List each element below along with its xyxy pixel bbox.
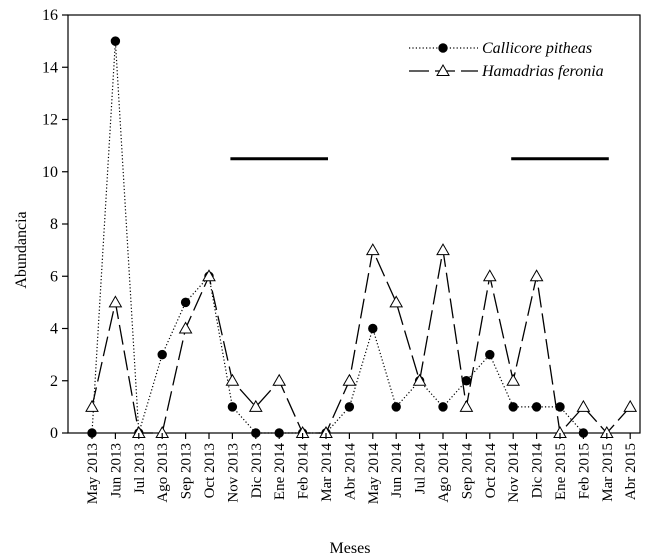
- series-markers: [85, 243, 638, 438]
- x-tick-label: Feb 2014: [296, 443, 312, 500]
- data-point: [248, 399, 263, 412]
- x-tick-label: Ene 2014: [272, 443, 288, 501]
- x-tick-label: Sep 2013: [179, 443, 195, 499]
- y-tick-label: 10: [42, 164, 58, 181]
- data-point: [202, 269, 216, 282]
- x-tick-label: Ago 2014: [436, 443, 452, 503]
- y-tick-label: 12: [42, 112, 58, 129]
- x-axis-label: Meses: [330, 540, 371, 557]
- y-tick-label: 0: [50, 425, 58, 442]
- data-point: [485, 349, 495, 360]
- data-point: [506, 373, 521, 386]
- data-point: [225, 373, 240, 386]
- data-point: [365, 243, 380, 256]
- x-tick-label: Dic 2013: [249, 443, 265, 498]
- data-point: [391, 402, 401, 412]
- y-tick-label: 16: [42, 7, 58, 24]
- y-tick-label: 2: [50, 373, 58, 390]
- data-point: [178, 321, 193, 334]
- y-tick-label: 8: [50, 216, 58, 233]
- data-point: [438, 402, 448, 412]
- x-tick-label: Abr 2015: [623, 443, 639, 500]
- x-tick-label: Ene 2015: [553, 443, 569, 500]
- data-point: [344, 402, 355, 412]
- data-point: [531, 402, 542, 412]
- data-point: [482, 269, 497, 282]
- series-layer: [85, 36, 638, 438]
- x-tick-label: Abr 2014: [342, 443, 358, 501]
- series-line: [91, 247, 631, 435]
- data-point: [227, 402, 238, 412]
- x-tick-label: Nov 2014: [506, 443, 522, 503]
- x-tick-label: May 2014: [366, 443, 382, 505]
- x-tick-label: Oct 2013: [202, 443, 218, 498]
- x-tick-label: May 2013: [85, 443, 101, 504]
- legend-label: Hamadrias feronia: [481, 63, 604, 80]
- x-tick-label: Jun 2013: [108, 443, 124, 498]
- series-line: [91, 41, 584, 434]
- data-point: [555, 402, 565, 412]
- x-tick-label: Feb 2015: [576, 443, 592, 499]
- x-tick-label: Mar 2014: [319, 443, 335, 502]
- y-axis-label: Abundancia: [13, 211, 30, 288]
- x-tick-label: Jul 2013: [132, 443, 148, 494]
- x-axis: May 2013 Jun 2013 Jul 2013 Ago 2013 Sep 2013…: [85, 433, 639, 504]
- y-tick-label: 14: [42, 59, 58, 76]
- data-point: [529, 269, 544, 282]
- x-tick-label: Nov 2013: [225, 443, 241, 503]
- data-point: [576, 399, 591, 412]
- data-point: [459, 399, 474, 412]
- data-point: [85, 399, 99, 412]
- series-hamadrias-feronia: [91, 247, 631, 435]
- data-point: [368, 323, 378, 334]
- data-point: [461, 376, 472, 386]
- x-tick-label: Oct 2014: [483, 443, 499, 499]
- data-point: [412, 373, 427, 386]
- y-axis: 0 2 4 6 8 10 12 14 16: [42, 7, 68, 442]
- data-point: [508, 402, 518, 412]
- data-point: [108, 295, 123, 308]
- data-point: [272, 373, 287, 386]
- x-tick-label: Ago 2013: [155, 443, 171, 503]
- data-point: [110, 36, 121, 46]
- data-point: [623, 399, 638, 412]
- data-point: [436, 63, 450, 76]
- data-point: [389, 295, 404, 308]
- data-point: [157, 349, 167, 360]
- data-point: [436, 243, 450, 256]
- data-point: [438, 43, 448, 53]
- data-point: [180, 297, 191, 308]
- x-tick-label: Jun 2014: [389, 443, 405, 498]
- y-tick-label: 4: [50, 321, 58, 338]
- data-point: [342, 373, 357, 386]
- series-callicore-pitheas: [91, 41, 584, 434]
- x-tick-label: Mar 2015: [600, 443, 616, 502]
- legend-label: Callicore pitheas: [482, 40, 592, 57]
- x-tick-label: Sep 2014: [459, 443, 475, 500]
- x-tick-label: Jul 2014: [413, 443, 429, 495]
- legend: Callicore pitheas Hamadrias feronia: [409, 40, 604, 80]
- y-tick-label: 6: [50, 268, 58, 285]
- x-tick-label: Dic 2014: [530, 443, 546, 499]
